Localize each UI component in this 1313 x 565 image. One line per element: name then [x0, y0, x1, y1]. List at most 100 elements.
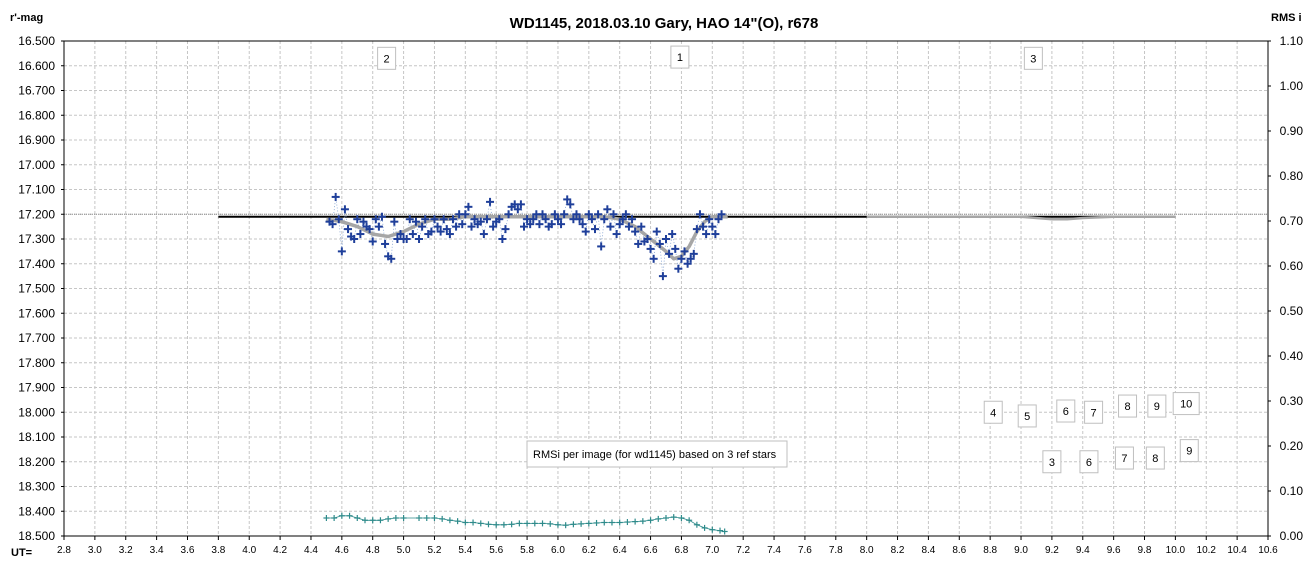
- rms-point: [547, 520, 554, 527]
- y-right-tick-label: 0.60: [1280, 259, 1304, 273]
- annotation-box: 8: [1118, 394, 1138, 418]
- measurement-point: [377, 212, 386, 221]
- annotation-label: 8: [1152, 453, 1158, 465]
- rms-point: [709, 526, 716, 533]
- rms-point: [701, 524, 708, 531]
- x-tick-label: 4.2: [273, 545, 287, 556]
- measurement-point: [350, 235, 359, 243]
- x-tick-label: 6.2: [582, 545, 596, 556]
- annotation-box: 7: [1114, 446, 1134, 470]
- measurement-point: [581, 227, 590, 236]
- y-left-tick-label: 18.000: [18, 405, 55, 419]
- y-axis-right-label: RMS i: [1271, 12, 1302, 24]
- y-axis-right-ticks: 1.10 1.00 0.90 0.80 0.70 0.60 0.50 0.40 0.30 0.20…: [1268, 34, 1303, 543]
- measurement-point: [646, 244, 655, 253]
- measurement-point: [328, 220, 337, 229]
- annotation-label: 1: [677, 52, 683, 64]
- rms-point: [554, 521, 561, 528]
- y-left-tick-label: 17.600: [18, 306, 55, 320]
- y-right-tick-label: 0.20: [1280, 439, 1304, 453]
- measurement-point: [526, 220, 535, 229]
- x-tick-label: 3.4: [150, 545, 164, 556]
- rms-point: [485, 521, 492, 528]
- measurement-point: [714, 215, 723, 224]
- annotation-box: 3: [1023, 46, 1043, 70]
- x-tick-label: 9.0: [1014, 545, 1028, 556]
- rms-point: [493, 521, 500, 528]
- x-tick-label: 7.2: [736, 545, 750, 556]
- measurement-point: [600, 215, 609, 224]
- annotation-label: 3: [1030, 53, 1036, 65]
- measurement-point: [344, 225, 353, 234]
- rms-point: [400, 515, 407, 521]
- measurement-point: [476, 217, 485, 226]
- measurement-point: [467, 222, 476, 231]
- x-tick-label: 2.8: [57, 545, 71, 556]
- measurement-point: [498, 235, 507, 243]
- rms-point: [616, 519, 623, 526]
- x-tick-label: 8.8: [983, 545, 997, 556]
- x-tick-label: 3.0: [88, 545, 102, 556]
- x-tick-label: 10.4: [1227, 545, 1247, 556]
- x-tick-label: 10.2: [1197, 545, 1217, 556]
- annotation-box: 1: [670, 45, 690, 69]
- y-left-tick-label: 16.800: [18, 108, 55, 122]
- measurement-point: [560, 210, 569, 219]
- annotation-label: 3: [1049, 457, 1055, 469]
- rms-point: [431, 515, 438, 521]
- rms-point: [562, 522, 569, 529]
- annotation-label: 6: [1063, 406, 1069, 418]
- y-right-tick-label: 0.70: [1280, 214, 1304, 228]
- x-tick-label: 5.2: [428, 545, 442, 556]
- measurement-point: [597, 242, 606, 251]
- rms-point: [721, 528, 728, 535]
- measurement-point: [665, 249, 674, 258]
- annotation-box: 8: [1145, 446, 1165, 470]
- y-left-tick-label: 17.100: [18, 183, 55, 197]
- measurement-point: [594, 210, 603, 219]
- rms-point: [717, 527, 724, 534]
- y-left-tick-label: 18.500: [18, 529, 55, 543]
- measurement-point: [365, 225, 374, 234]
- x-tick-label: 8.2: [891, 545, 905, 556]
- rms-point: [416, 515, 423, 521]
- rms-point: [632, 518, 639, 525]
- x-tick-label: 7.8: [829, 545, 843, 556]
- measurement-point: [606, 222, 615, 231]
- measurement-point: [334, 215, 343, 224]
- measurement-point: [584, 210, 593, 219]
- measurement-point: [547, 220, 556, 229]
- x-tick-label: 6.0: [551, 545, 565, 556]
- x-tick-label: 9.2: [1045, 545, 1059, 556]
- measurement-point: [649, 254, 658, 263]
- rms-point: [377, 517, 384, 524]
- measurement-point: [516, 200, 525, 209]
- rms-point: [423, 515, 430, 521]
- rms-point: [354, 515, 361, 521]
- measurement-point: [482, 215, 491, 224]
- rms-point: [462, 519, 469, 526]
- rms-point: [392, 515, 399, 521]
- measurement-point: [668, 230, 677, 239]
- chart-title: WD1145, 2018.03.10 Gary, HAO 14"(O), r67…: [510, 15, 819, 32]
- measurement-point: [621, 210, 630, 219]
- measurement-point: [705, 215, 714, 224]
- measurement-point: [680, 247, 689, 256]
- measurement-point: [486, 197, 495, 206]
- y-left-tick-label: 17.500: [18, 282, 55, 296]
- measurement-point: [427, 227, 436, 236]
- measurement-point: [513, 205, 522, 214]
- measurement-point: [452, 222, 461, 231]
- annotation-box: 6: [1056, 399, 1076, 423]
- measurement-point: [603, 205, 612, 214]
- annotation-label: 7: [1091, 407, 1097, 419]
- rms-point: [531, 520, 538, 527]
- x-tick-label: 4.4: [304, 545, 318, 556]
- measurement-point: [504, 210, 513, 219]
- measurement-point: [631, 227, 640, 236]
- measurement-point: [495, 215, 504, 224]
- annotation-box: 9: [1147, 394, 1167, 418]
- x-tick-label: 10.6: [1258, 545, 1278, 556]
- measurement-point: [519, 222, 528, 231]
